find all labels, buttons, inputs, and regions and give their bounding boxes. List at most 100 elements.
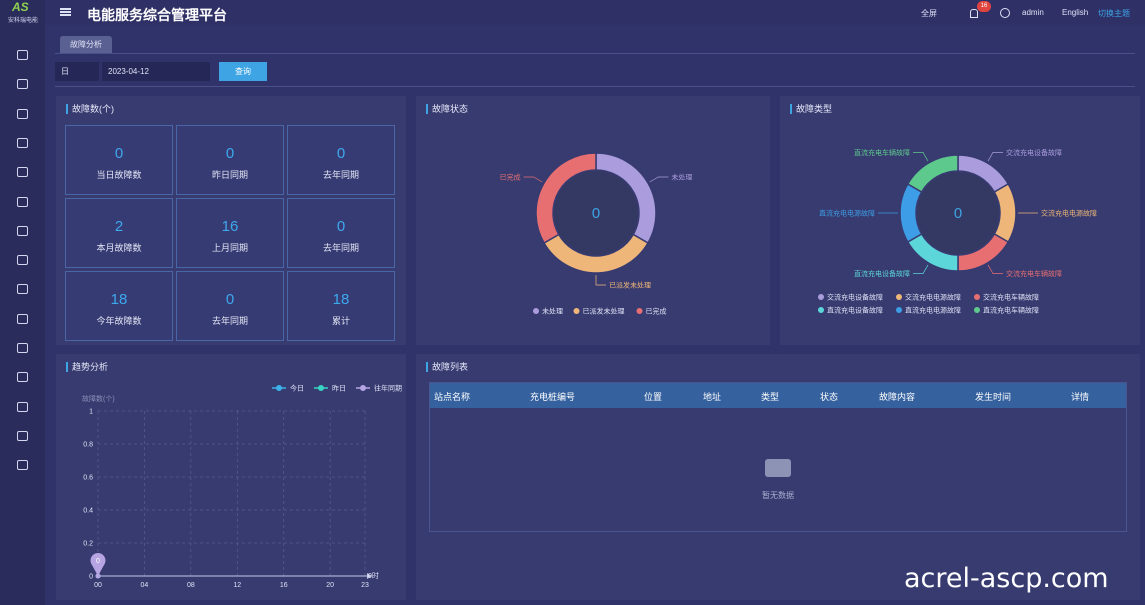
panel-title: 故障数(个) [66, 104, 114, 114]
menu-icon[interactable] [17, 79, 28, 90]
y-tick-label: 0.4 [83, 508, 93, 515]
menu-icon[interactable] [17, 196, 28, 207]
menu-icon[interactable] [17, 430, 28, 441]
legend-label: 今日 [290, 384, 304, 393]
stat-label: 去年同期 [322, 170, 359, 180]
table-panel: 故障列表 站点名称 充电桩编号 位置 地址 类型 状态 故障内容 发生时间 详情 暂无数据 [416, 354, 1140, 600]
legend-dot [360, 385, 366, 391]
label-line [913, 264, 929, 274]
legend-dot [818, 307, 824, 313]
badge: 16 [977, 1, 991, 12]
menu-icon[interactable] [17, 108, 28, 119]
stat-value: 0 [114, 145, 124, 162]
pie-label: 直流充电电源故障 [819, 209, 875, 218]
table-header: 站点名称 充电桩编号 位置 地址 类型 状态 故障内容 发生时间 详情 [430, 383, 1126, 408]
menu-icon[interactable] [17, 372, 28, 383]
legend-item[interactable]: 今日 [272, 384, 304, 393]
legend-item[interactable]: 昨日 [314, 384, 346, 393]
legend-item[interactable]: 直流充电设备故障 [818, 306, 883, 315]
legend-dot [318, 385, 324, 391]
pie-label: 已派发未处理 [609, 281, 651, 290]
legend-label: 未处理 [542, 307, 563, 316]
menu-icon[interactable] [17, 137, 28, 148]
stat-label: 今年故障数 [96, 316, 142, 326]
date-picker[interactable]: 2023-04-12 [102, 62, 210, 81]
menu-toggle[interactable] [60, 8, 71, 10]
y-tick-label: 0.8 [83, 442, 93, 449]
legend-item[interactable]: 直流充电车辆故障 [974, 306, 1039, 315]
stat-card: 2 本月故障数 [65, 198, 173, 268]
stat-card: 0 去年同期 [176, 271, 284, 341]
bell[interactable] [970, 9, 978, 18]
stat-card: 18 今年故障数 [65, 271, 173, 341]
menu-icon[interactable] [17, 460, 28, 471]
y-tick-label: 1 [89, 409, 93, 416]
x-tick-label: 08 [187, 582, 195, 589]
divider [55, 53, 1135, 54]
legend-item[interactable]: 往年同期 [356, 384, 402, 393]
fullscreen[interactable]: 全屏 [921, 9, 937, 18]
app-title: 电能服务综合管理平台 [87, 7, 227, 23]
label-line [595, 275, 606, 286]
legend-item[interactable]: 未处理 [533, 307, 563, 316]
legend-label: 直流充电电源故障 [905, 306, 961, 315]
label-line [913, 152, 929, 162]
theme[interactable]: 切换主题 [1098, 9, 1130, 18]
help[interactable] [1000, 8, 1010, 18]
stat-label: 去年同期 [322, 243, 359, 253]
stat-value: 0 [336, 218, 346, 235]
column-header: 地址 [703, 392, 722, 402]
pie-center [917, 172, 999, 254]
legend-item[interactable]: 已派发未处理 [573, 307, 625, 316]
period-select[interactable]: 日 [55, 62, 99, 81]
x-axis-label: 0时 [368, 571, 379, 580]
table: 站点名称 充电桩编号 位置 地址 类型 状态 故障内容 发生时间 详情 暂无数据 [429, 382, 1127, 532]
stat-value: 18 [332, 291, 350, 308]
language[interactable]: English [1062, 8, 1089, 17]
watermark: acrel-ascp.com [904, 563, 1109, 594]
legend-label: 直流充电车辆故障 [983, 306, 1039, 315]
legend-dot [896, 294, 902, 300]
column-header: 类型 [761, 392, 780, 402]
menu-icon[interactable] [17, 343, 28, 353]
pie-label: 直流充电设备故障 [854, 269, 910, 278]
y-tick-label: 0 [89, 574, 93, 581]
legend-item[interactable]: 交流充电车辆故障 [974, 293, 1039, 302]
stat-label: 上月同期 [211, 243, 248, 253]
x-tick-label: 16 [280, 582, 288, 589]
pie-total: 0 [592, 205, 600, 222]
fault-count-panel: 故障数(个) 0 当日故障数 0 昨日同期 0 去年同期 2 本月故障数 16 上月同期 0 去年同期… [56, 96, 406, 345]
menu-icon[interactable] [17, 225, 28, 236]
pie-label: 直流充电车辆故障 [854, 148, 910, 157]
legend-dot [818, 294, 824, 300]
query-button[interactable]: 查询 [219, 62, 267, 81]
column-header: 发生时间 [975, 392, 1012, 402]
menu-icon[interactable] [17, 167, 28, 178]
column-header: 位置 [644, 392, 663, 402]
menu-icon[interactable] [17, 255, 28, 266]
pie-segment [906, 154, 959, 194]
menu-icon[interactable] [17, 401, 28, 412]
x-axis-arrow [367, 573, 372, 579]
pie-label: 交流充电设备故障 [1006, 148, 1062, 157]
tab[interactable]: 故障分析 [60, 36, 112, 53]
stat-label: 本月故障数 [96, 243, 142, 253]
pie-total: 0 [954, 205, 962, 222]
menu-icon[interactable] [17, 313, 28, 324]
legend-item[interactable]: 直流充电电源故障 [896, 306, 961, 315]
user[interactable]: admin [1022, 8, 1044, 17]
menu-icon[interactable] [17, 284, 28, 295]
stat-card: 0 去年同期 [287, 198, 395, 268]
column-header: 站点名称 [434, 392, 471, 402]
legend-label: 直流充电设备故障 [827, 306, 883, 315]
pin-marker [90, 553, 106, 576]
column-header: 故障内容 [879, 392, 916, 402]
legend-item[interactable]: 已完成 [636, 307, 667, 316]
label-line [523, 176, 543, 183]
empty-text: 暂无数据 [762, 491, 794, 500]
menu-icon[interactable] [17, 50, 28, 60]
pin-label: 0 [96, 558, 100, 565]
legend-item[interactable]: 交流充电设备故障 [818, 293, 883, 302]
legend-item[interactable]: 交流充电电源故障 [896, 293, 961, 302]
